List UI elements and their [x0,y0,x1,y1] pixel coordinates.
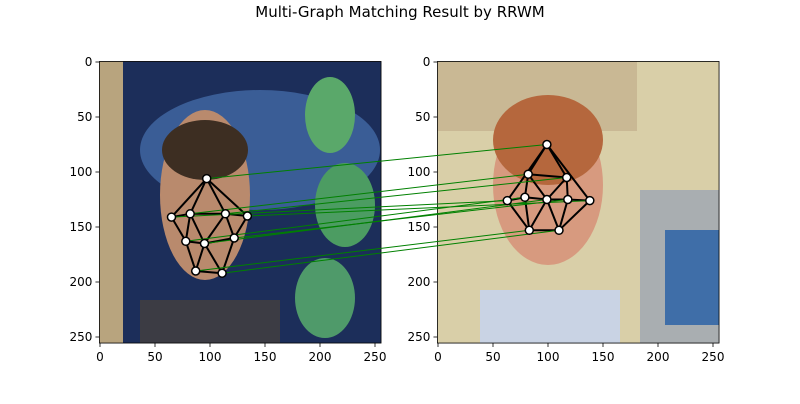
graph-edge [189,178,208,215]
graph-edge [527,173,548,201]
y-tick-label: 200 [408,275,431,289]
graph-edge [546,176,568,201]
keypoint [201,173,212,184]
x-tick-label: 100 [199,350,222,364]
x-tick-label: 50 [147,350,162,364]
graph-edge [189,213,206,244]
graph-edge [528,199,548,231]
graph-edge [558,199,591,232]
keypoint [217,268,227,278]
keypoint [190,266,201,276]
x-tick-label: 200 [647,350,670,364]
keypoint [542,139,552,150]
match-line [195,229,530,272]
y-tick-label: 250 [408,330,431,344]
match-line [225,177,567,215]
figure-title: Multi-Graph Matching Result by RRWM [255,3,544,21]
keypoint [563,194,573,205]
graph-edge [184,240,197,272]
y-tick-label: 250 [70,330,93,344]
keypoint [185,209,195,219]
match-line [185,196,525,242]
graph-edge [546,143,591,202]
y-tick-label: 200 [70,275,93,289]
x-tick-label: 100 [537,350,560,364]
x-tick-label: 250 [702,350,725,364]
keypoint [181,236,191,247]
keypoint [523,169,533,179]
graph-edge [558,199,569,231]
graph-edge [506,200,531,231]
y-tick-label: 100 [70,165,93,179]
x-tick-label: 150 [592,350,615,364]
x-tick-label: 0 [96,350,104,364]
y-tick-label: 50 [415,110,430,124]
graph-edge [205,178,227,215]
graph-edge [523,197,531,231]
y-tick-label: 100 [408,165,431,179]
graph-edge [545,199,560,231]
graph-edge [206,177,249,217]
y-tick-label: 0 [85,55,93,69]
graph-edge [528,173,567,179]
graph-edge [170,177,208,218]
x-tick-label: 250 [364,350,387,364]
match-line [206,144,547,180]
x-tick-label: 0 [434,350,442,364]
keypoint [166,212,177,222]
y-tick-label: 150 [408,220,431,234]
keypoint [199,238,210,249]
keypoint [242,211,253,221]
keypoint [229,233,239,243]
x-tick-label: 200 [309,350,332,364]
x-tick-label: 50 [485,350,500,364]
match-line [222,229,560,274]
y-tick-label: 150 [70,220,93,234]
match-line [190,173,529,215]
keypoint [585,195,595,206]
keypoint [554,225,564,236]
right-photo [437,61,720,344]
match-line [234,199,568,239]
y-tick-label: 0 [423,55,431,69]
keypoint [502,195,513,206]
keypoint [561,172,572,183]
y-tick-label: 50 [77,110,92,124]
keypoint [542,194,552,205]
keypoint [520,192,530,203]
graph-edge [194,243,206,272]
keypoint [524,225,535,236]
left-photo [99,61,382,344]
axes-frame [437,61,720,344]
x-tick-label: 150 [254,350,277,364]
keypoint [220,209,231,219]
axes-frame [99,61,382,344]
